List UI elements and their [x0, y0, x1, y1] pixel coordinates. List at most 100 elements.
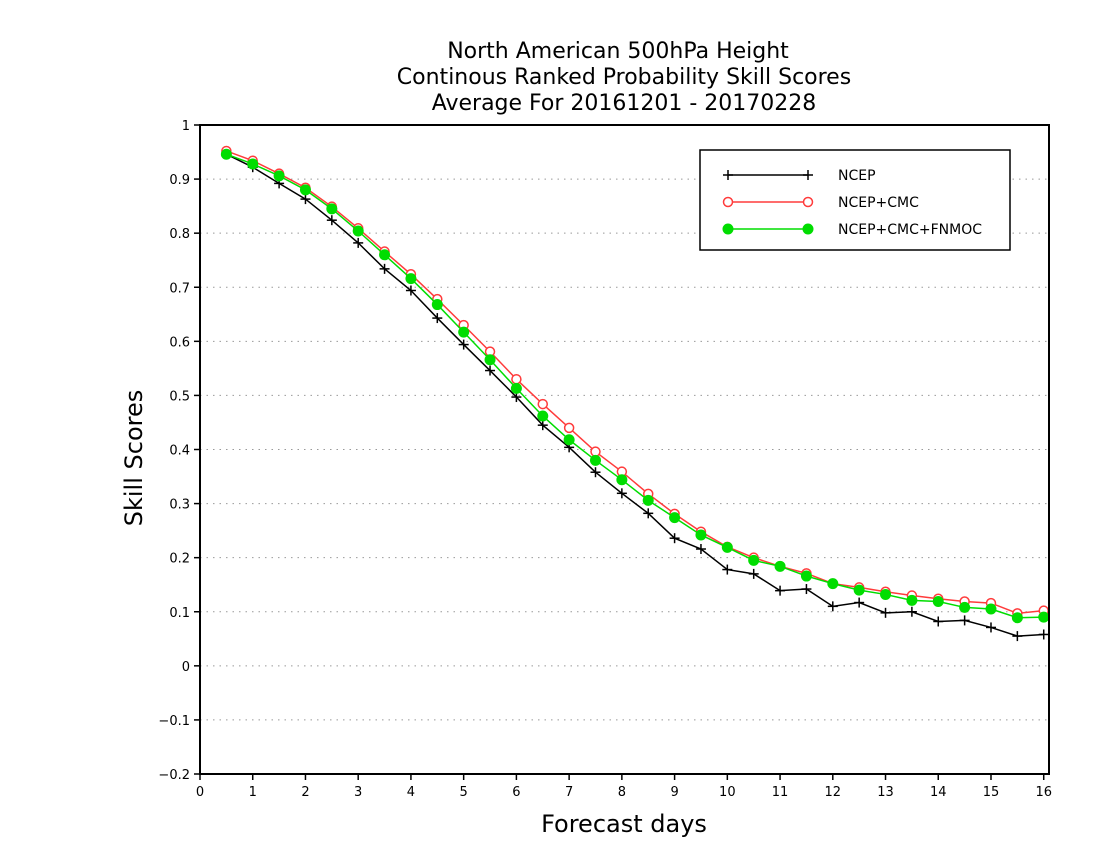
data-point-ncep — [1038, 629, 1049, 640]
data-point-ncep — [854, 597, 865, 608]
x-tick-label: 2 — [301, 785, 309, 800]
data-point-ncep-cmc-fnmoc — [880, 588, 892, 600]
data-point-ncep — [405, 285, 416, 296]
title-line-3: Average For 20161201 - 20170228 — [432, 91, 817, 116]
x-tick-label: 6 — [512, 785, 520, 800]
data-point-ncep-cmc-fnmoc — [563, 434, 575, 446]
data-point-ncep — [722, 564, 733, 575]
data-point-ncep-cmc-fnmoc — [906, 594, 918, 606]
data-point-ncep — [432, 313, 443, 324]
y-tick-label: 0.2 — [169, 552, 190, 567]
x-tick-label: 8 — [618, 785, 626, 800]
y-tick-label: 0.4 — [169, 444, 190, 459]
y-tick-label: −0.1 — [158, 714, 190, 729]
y-tick-label: 0 — [182, 660, 190, 675]
legend-box — [699, 149, 1011, 251]
data-point-ncep-cmc — [563, 422, 575, 434]
legend-swatch-marker — [802, 196, 814, 208]
data-point-ncep-cmc-fnmoc — [1038, 611, 1050, 623]
data-point-ncep — [485, 365, 496, 376]
y-tick-label: 0.9 — [169, 173, 190, 188]
x-tick-label: 3 — [354, 785, 362, 800]
data-point-ncep-cmc — [590, 446, 601, 457]
data-point-ncep-cmc-fnmoc — [379, 249, 391, 261]
data-point-ncep — [827, 601, 838, 612]
legend-label: NCEP+CMC+FNMOC — [838, 222, 982, 238]
data-point-ncep — [933, 616, 944, 627]
data-point-ncep — [300, 194, 311, 205]
data-point-ncep — [1012, 631, 1023, 642]
data-point-ncep-cmc-fnmoc — [932, 595, 944, 607]
data-point-ncep-cmc-fnmoc — [431, 299, 443, 311]
x-tick-label: 0 — [196, 785, 204, 800]
legend: NCEP NCEP+CMC NCEP+CMC+FNMOC — [699, 149, 1011, 251]
y-tick-label: −0.2 — [158, 768, 190, 783]
data-point-ncep — [748, 568, 759, 579]
data-point-ncep-cmc-fnmoc — [669, 512, 681, 524]
data-point-ncep-cmc — [537, 398, 549, 410]
grid-lines — [200, 178, 1049, 721]
x-tick-label: 13 — [877, 785, 894, 800]
data-point-ncep — [616, 488, 627, 499]
data-point-ncep-cmc-fnmoc — [616, 474, 628, 486]
data-point-ncep — [669, 533, 680, 544]
y-axis-label: Skill Scores — [120, 390, 148, 527]
chart-title: North American 500hPa Height Continous R… — [397, 39, 851, 116]
data-point-ncep-cmc-fnmoc — [748, 554, 760, 566]
data-point-ncep — [643, 508, 654, 519]
data-point-ncep — [906, 606, 917, 617]
data-point-ncep-cmc-fnmoc — [352, 225, 364, 237]
legend-swatch-marker — [802, 223, 814, 235]
data-point-ncep — [801, 584, 812, 595]
legend-items: NCEP NCEP+CMC NCEP+CMC+FNMOC — [722, 168, 982, 238]
y-tick-label: 0.7 — [169, 281, 190, 296]
data-point-ncep — [985, 622, 996, 633]
data-point-ncep-cmc-fnmoc — [537, 410, 549, 422]
title-line-2: Continous Ranked Probability Skill Score… — [397, 65, 851, 90]
y-tick-label: 0.6 — [169, 335, 190, 350]
data-point-ncep-cmc-fnmoc — [405, 273, 417, 285]
x-tick-label: 14 — [930, 785, 947, 800]
data-point-ncep-cmc-fnmoc — [959, 601, 971, 613]
data-point-ncep-cmc-fnmoc — [220, 148, 232, 160]
data-point-ncep-cmc-fnmoc — [484, 354, 496, 366]
data-point-ncep-cmc-fnmoc — [247, 158, 259, 170]
legend-swatch-marker — [722, 223, 734, 235]
data-point-ncep-cmc-fnmoc — [853, 584, 865, 596]
legend-label: NCEP — [838, 168, 876, 184]
legend-item-ncep: NCEP — [723, 168, 876, 184]
data-point-ncep-cmc-fnmoc — [273, 170, 285, 182]
legend-swatch-marker — [803, 170, 813, 180]
data-point-ncep-cmc-fnmoc — [299, 184, 311, 196]
x-tick-label: 12 — [825, 785, 842, 800]
x-axis-label: Forecast days — [541, 810, 707, 838]
y-tick-label: 1 — [182, 119, 190, 134]
y-tick-label: 0.5 — [169, 389, 190, 404]
data-point-ncep — [353, 237, 364, 248]
x-axis-ticks: 0 1 2 3 4 5 6 7 8 9 10 11 12 13 14 15 16 — [196, 774, 1052, 800]
data-point-ncep — [590, 467, 601, 478]
data-point-ncep-cmc-fnmoc — [721, 541, 733, 553]
y-tick-label: 0.8 — [169, 227, 190, 242]
data-point-ncep — [379, 263, 390, 274]
data-point-ncep — [326, 215, 337, 226]
data-point-ncep-cmc-fnmoc — [1011, 612, 1023, 624]
x-tick-label: 10 — [719, 785, 736, 800]
legend-item-ncep-cmc: NCEP+CMC — [722, 195, 919, 211]
x-tick-label: 4 — [407, 785, 415, 800]
x-tick-label: 11 — [772, 785, 789, 800]
x-tick-label: 9 — [670, 785, 678, 800]
data-point-ncep-cmc-fnmoc — [695, 529, 707, 541]
data-point-ncep — [695, 544, 706, 555]
data-point-ncep-cmc-fnmoc — [326, 203, 338, 215]
data-point-ncep-cmc-fnmoc — [589, 454, 601, 466]
legend-swatch-marker — [723, 170, 733, 180]
data-point-ncep — [537, 420, 548, 431]
title-line-1: North American 500hPa Height — [447, 39, 789, 64]
y-axis-ticks: −0.2 −0.1 0 0.1 0.2 0.3 0.4 0.5 0.6 0.7 0.8 0.9 1 — [158, 119, 200, 783]
y-tick-label: 0.3 — [169, 498, 190, 513]
x-tick-label: 15 — [983, 785, 1000, 800]
data-point-ncep — [959, 615, 970, 626]
x-tick-label: 5 — [460, 785, 468, 800]
